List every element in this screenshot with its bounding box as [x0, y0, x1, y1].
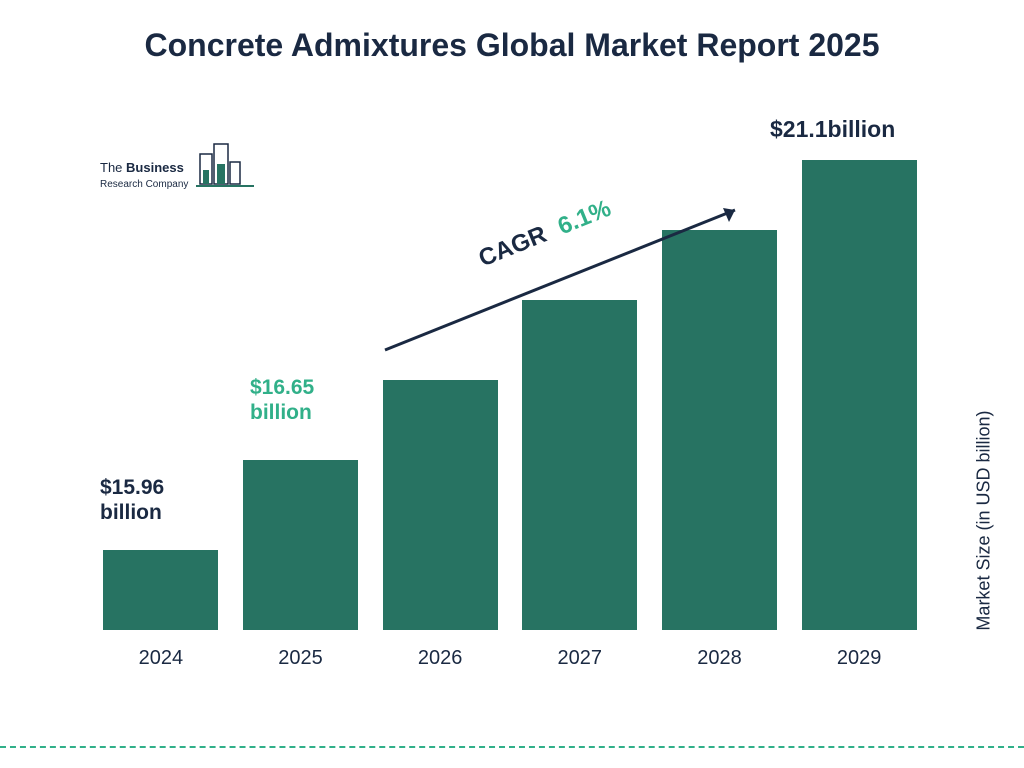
cagr-group: CAGR 6.1%	[375, 200, 755, 360]
annotation-2024: $15.96billion	[100, 475, 164, 525]
x-label-2: 2026	[383, 647, 498, 670]
bar-2024	[103, 550, 218, 630]
bar-2026	[383, 380, 498, 630]
x-label-3: 2027	[522, 647, 637, 670]
bar-2025	[243, 460, 358, 630]
annotation-2024-text: $15.96billion	[100, 476, 164, 524]
x-label-0: 2024	[103, 647, 218, 670]
bar-2029	[802, 160, 917, 630]
y-axis-label: Market Size (in USD billion)	[974, 411, 995, 631]
x-label-5: 2029	[802, 647, 917, 670]
chart-title: Concrete Admixtures Global Market Report…	[0, 0, 1024, 67]
annotation-2025: $16.65billion	[250, 375, 314, 425]
annotation-2025-text: $16.65billion	[250, 376, 314, 424]
annotation-2029: $21.1billion	[770, 116, 895, 144]
footer-divider	[0, 746, 1024, 748]
x-label-1: 2025	[243, 647, 358, 670]
annotation-2029-text: $21.1billion	[770, 116, 895, 142]
x-axis-labels: 2024 2025 2026 2027 2028 2029	[100, 647, 920, 670]
x-label-4: 2028	[662, 647, 777, 670]
